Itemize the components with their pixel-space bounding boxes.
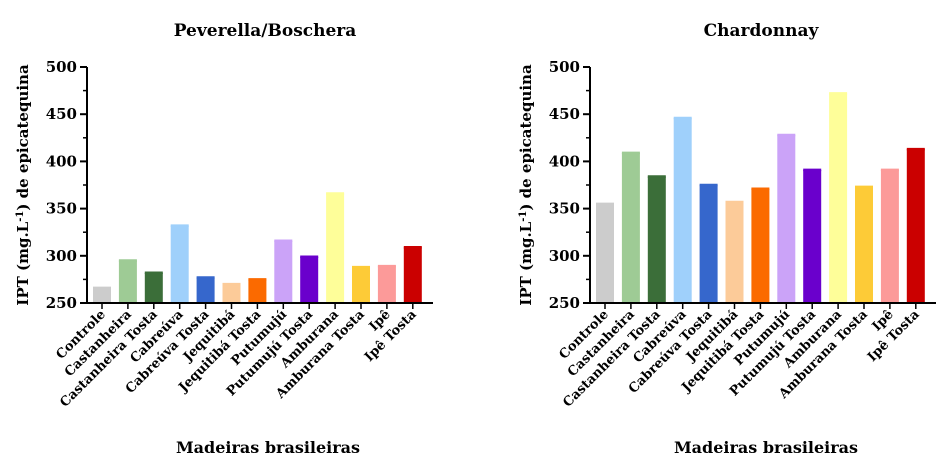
bar-2 [621,152,640,302]
bar-7 [248,279,267,302]
bar-5 [196,277,215,302]
bar-8 [274,240,293,302]
bar-8 [777,134,796,302]
bar-3 [647,176,666,302]
bar-6 [222,284,241,302]
y-tick-label: 350 [46,200,77,218]
bar-4 [673,117,692,302]
y-tick-label: 400 [46,152,77,170]
y-tick-label: 300 [549,247,580,265]
bar-4 [170,225,189,302]
y-axis-label: IPT (mg.L-1) de epicatequina [517,64,535,306]
bar-3 [144,272,163,302]
bar-13 [906,149,925,302]
y-tick-label: 300 [46,247,77,265]
y-tick-label: 250 [549,294,580,312]
bar-1 [93,287,111,302]
chart-panel-2: Chardonnay 250 300 350 400 450 500 IPT (mg.L-1)… [517,21,936,457]
bar-11 [855,186,873,302]
bar-2 [118,260,137,302]
bar-12 [377,266,396,302]
chart-title: Chardonnay [704,21,820,41]
bar-12 [880,169,899,302]
y-tick-label: 350 [549,200,580,218]
y-tick-label: 500 [46,58,77,76]
bar-7 [751,188,770,302]
bar-5 [699,185,718,302]
chart-panel-1: Peverella/Boschera 250 300 350 400 450 500 IPT … [14,21,433,457]
bar-9 [300,256,319,302]
y-tick-label: 450 [46,105,77,123]
bar-10 [326,193,345,302]
bar-11 [352,267,370,302]
x-axis-label: Madeiras brasileiras [674,438,858,457]
bar-10 [829,93,848,302]
y-tick-label: 500 [549,58,580,76]
y-tick-label: 400 [549,152,580,170]
y-axis-label: IPT (mg.L-1) de epicatequina [14,64,32,306]
bar-13 [403,247,422,302]
bar-6 [725,201,744,302]
bar-1 [596,203,614,302]
bar-9 [803,169,822,302]
y-tick-label: 450 [549,105,580,123]
chart-title: Peverella/Boschera [174,21,357,41]
y-tick-label: 250 [46,294,77,312]
x-axis-label: Madeiras brasileiras [176,438,360,457]
